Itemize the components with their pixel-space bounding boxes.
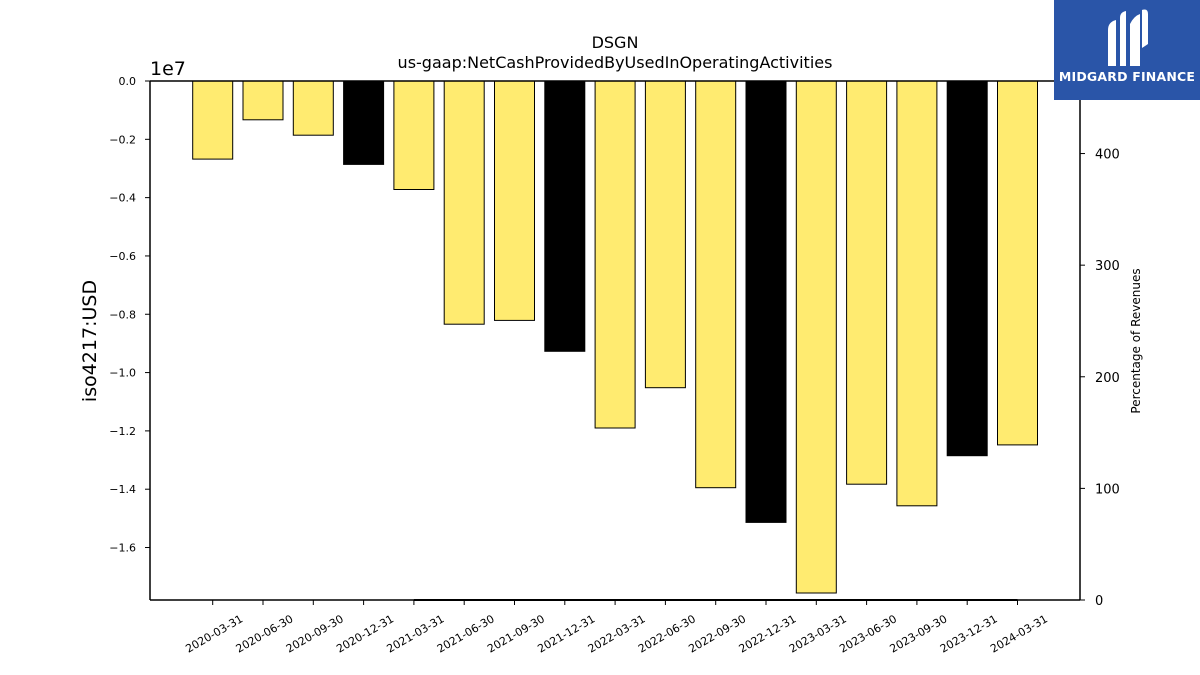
y-tick-label: −0.8 <box>109 308 136 321</box>
y-tick-label: −1.2 <box>109 425 136 438</box>
y-tick-label: −1.0 <box>109 367 136 380</box>
y2-axis-label: Percentage of Revenues <box>1129 268 1143 413</box>
logo-mark-icon <box>1108 9 1148 66</box>
bar-2021-12-31 <box>544 80 586 352</box>
y-axis-label: iso4217:USD <box>79 280 101 402</box>
y2-tick-label: 300 <box>1095 259 1120 274</box>
logo-text: MIDGARD FINANCE <box>1058 69 1196 84</box>
brand-logo: MIDGARD FINANCE <box>1054 0 1200 100</box>
y2-tick-label: 400 <box>1095 148 1120 163</box>
bar-2020-06-30 <box>242 80 284 121</box>
bar-2023-06-30 <box>846 80 888 485</box>
bar-2022-03-31 <box>594 80 636 429</box>
chart-title: DSGN <box>592 33 639 52</box>
bar-2022-09-30 <box>695 80 737 489</box>
bar-2023-12-31 <box>946 80 988 457</box>
bar-2023-09-30 <box>896 80 938 507</box>
bar-2024-03-31 <box>997 80 1038 446</box>
bar-2021-09-30 <box>494 80 535 321</box>
bar-2023-03-31 <box>795 80 837 594</box>
bars-group <box>192 80 1038 594</box>
chart-subtitle: us-gaap:NetCashProvidedByUsedInOperating… <box>398 53 833 72</box>
y-tick-label: −0.4 <box>109 192 136 205</box>
y2-tick-label: 100 <box>1095 482 1120 497</box>
y2-tick-label: 0 <box>1095 594 1103 609</box>
bar-2022-06-30 <box>644 80 686 389</box>
y-tick-label: −1.6 <box>109 542 136 555</box>
bar-2020-09-30 <box>292 80 334 136</box>
bar-2020-03-31 <box>192 80 234 160</box>
y-offset-label: 1e7 <box>150 58 186 80</box>
y-tick-label: 0.0 <box>119 75 137 88</box>
y-tick-label: −0.6 <box>109 250 136 263</box>
y-tick-label: −1.4 <box>109 483 136 496</box>
bar-2021-06-30 <box>443 80 485 325</box>
x-tick-label: 2024-03-31 <box>988 612 1050 655</box>
y-tick-label: −0.2 <box>109 133 136 146</box>
bar-2021-03-31 <box>393 80 435 190</box>
bar-2020-12-31 <box>343 80 385 165</box>
bar-2022-12-31 <box>745 80 787 523</box>
y2-tick-label: 200 <box>1095 371 1120 386</box>
